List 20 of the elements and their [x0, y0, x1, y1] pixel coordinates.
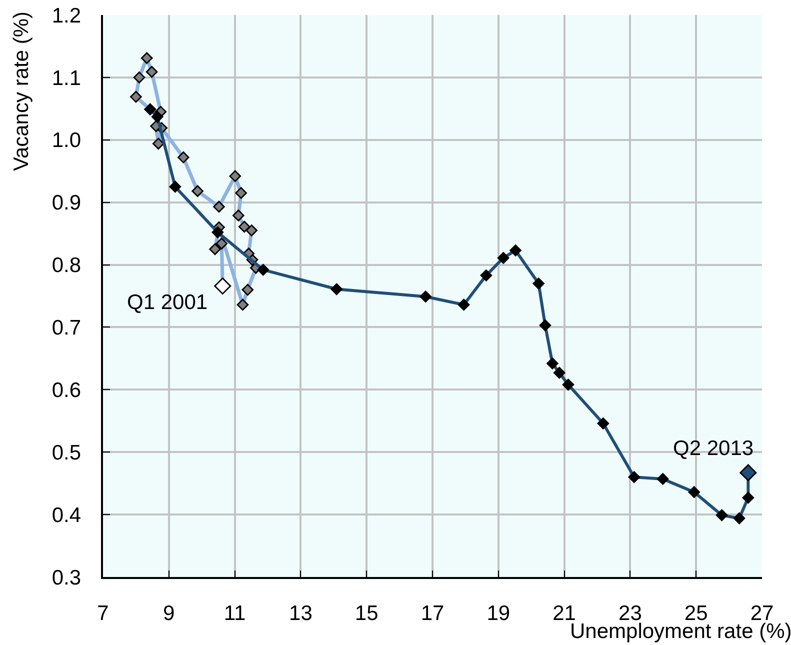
y-axis-title: Vacancy rate (%) [10, 12, 33, 171]
y-tick-label: 0.5 [52, 441, 82, 464]
y-tick-label: 1.2 [52, 4, 82, 28]
annotation: Q2 2013 [673, 437, 754, 460]
x-tick-label: 19 [486, 602, 510, 625]
y-tick-label: 0.3 [52, 566, 82, 590]
x-tick-label: 15 [354, 602, 378, 625]
y-tick-label: 0.4 [52, 504, 82, 527]
annotation: Q1 2001 [127, 291, 208, 314]
x-tick-label: 9 [163, 602, 175, 625]
y-tick-label: 0.7 [52, 316, 82, 340]
y-tick-label: 1.0 [52, 129, 82, 152]
y-tick-label: 1.1 [52, 66, 82, 90]
x-tick-label: 17 [420, 602, 444, 625]
y-tick-label: 0.6 [52, 379, 82, 402]
x-tick-label: 11 [224, 602, 246, 625]
y-tick-label: 0.8 [52, 254, 82, 278]
x-tick-label: 7 [97, 602, 109, 625]
x-tick-label: 13 [289, 602, 312, 625]
y-tick-label: 0.9 [52, 192, 82, 215]
